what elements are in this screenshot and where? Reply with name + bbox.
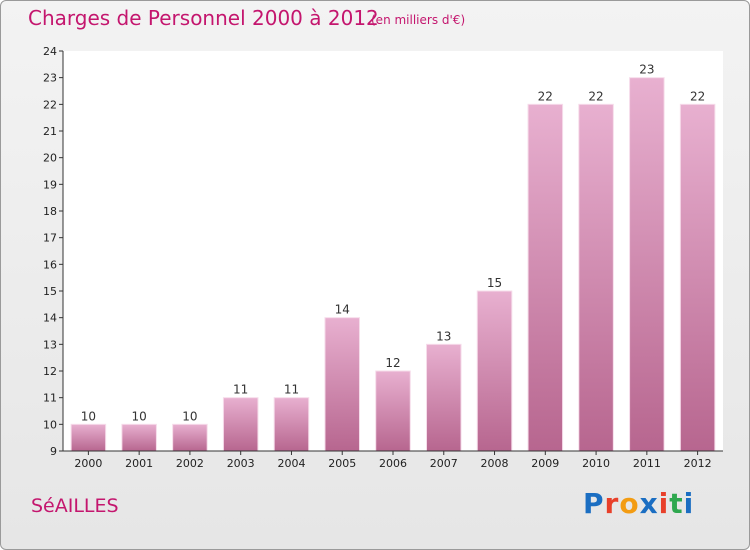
x-tick-label: 2004 <box>277 457 305 470</box>
bar <box>273 397 310 452</box>
x-tick-label: 2003 <box>227 457 255 470</box>
bar <box>172 423 208 452</box>
logo-letter: o <box>619 487 640 520</box>
bar <box>426 343 462 452</box>
x-tick-label: 2001 <box>125 457 153 470</box>
chart-subtitle: (en milliers d'€) <box>371 13 466 27</box>
bar <box>629 77 665 452</box>
bar <box>527 103 564 452</box>
bar-value-label: 11 <box>284 383 299 397</box>
bar-value-label: 10 <box>81 409 96 423</box>
x-tick-label: 2011 <box>633 457 661 470</box>
logo-letter: P <box>583 487 605 520</box>
bar <box>324 317 360 452</box>
bar-value-label: 15 <box>487 276 502 290</box>
logo-letter: t <box>669 487 684 520</box>
bar-value-label: 22 <box>690 89 705 103</box>
bar-value-label: 12 <box>385 356 400 370</box>
logo-letter: i <box>658 487 670 520</box>
y-tick-label: 14 <box>43 312 57 325</box>
x-tick-label: 2006 <box>379 457 407 470</box>
chart-title: Charges de Personnel 2000 à 2012 <box>28 6 379 30</box>
y-tick-label: 17 <box>43 232 57 245</box>
logo-letter: r <box>604 487 620 520</box>
bar-value-label: 13 <box>436 329 451 343</box>
bar <box>70 423 107 452</box>
bar-value-label: 22 <box>588 89 603 103</box>
y-tick-label: 24 <box>43 45 57 58</box>
bar-value-label: 11 <box>233 383 248 397</box>
proxiti-logo: Proxiti <box>583 487 694 520</box>
y-tick-label: 20 <box>43 152 57 165</box>
bar-value-label: 14 <box>335 303 350 317</box>
y-tick-label: 19 <box>43 178 57 191</box>
y-tick-label: 13 <box>43 338 57 351</box>
bar-value-label: 10 <box>182 409 197 423</box>
bar-value-label: 23 <box>639 63 654 77</box>
x-tick-label: 2009 <box>531 457 559 470</box>
y-tick-label: 22 <box>43 98 57 111</box>
y-tick-label: 15 <box>43 285 57 298</box>
logo-letter: i <box>683 487 695 520</box>
x-tick-label: 2010 <box>582 457 610 470</box>
x-tick-label: 2005 <box>328 457 356 470</box>
bar <box>578 103 614 452</box>
x-tick-label: 2007 <box>430 457 458 470</box>
logo-letter: x <box>639 487 659 520</box>
x-tick-label: 2000 <box>74 457 102 470</box>
y-tick-label: 18 <box>43 205 57 218</box>
y-tick-label: 23 <box>43 72 57 85</box>
y-tick-label: 9 <box>50 445 57 458</box>
y-tick-label: 12 <box>43 365 57 378</box>
y-tick-label: 10 <box>43 418 57 431</box>
bar <box>121 423 157 452</box>
y-tick-label: 21 <box>43 125 57 138</box>
bar-value-label: 10 <box>132 409 147 423</box>
x-tick-label: 2002 <box>176 457 204 470</box>
y-tick-label: 11 <box>43 392 57 405</box>
bar-value-label: 22 <box>538 89 553 103</box>
x-tick-label: 2012 <box>684 457 712 470</box>
x-tick-label: 2008 <box>481 457 509 470</box>
y-tick-label: 16 <box>43 258 57 271</box>
commune-name: SéAILLES <box>31 495 119 517</box>
bar <box>679 103 716 452</box>
bar <box>222 397 259 452</box>
bar <box>476 290 513 452</box>
bar <box>375 370 411 452</box>
